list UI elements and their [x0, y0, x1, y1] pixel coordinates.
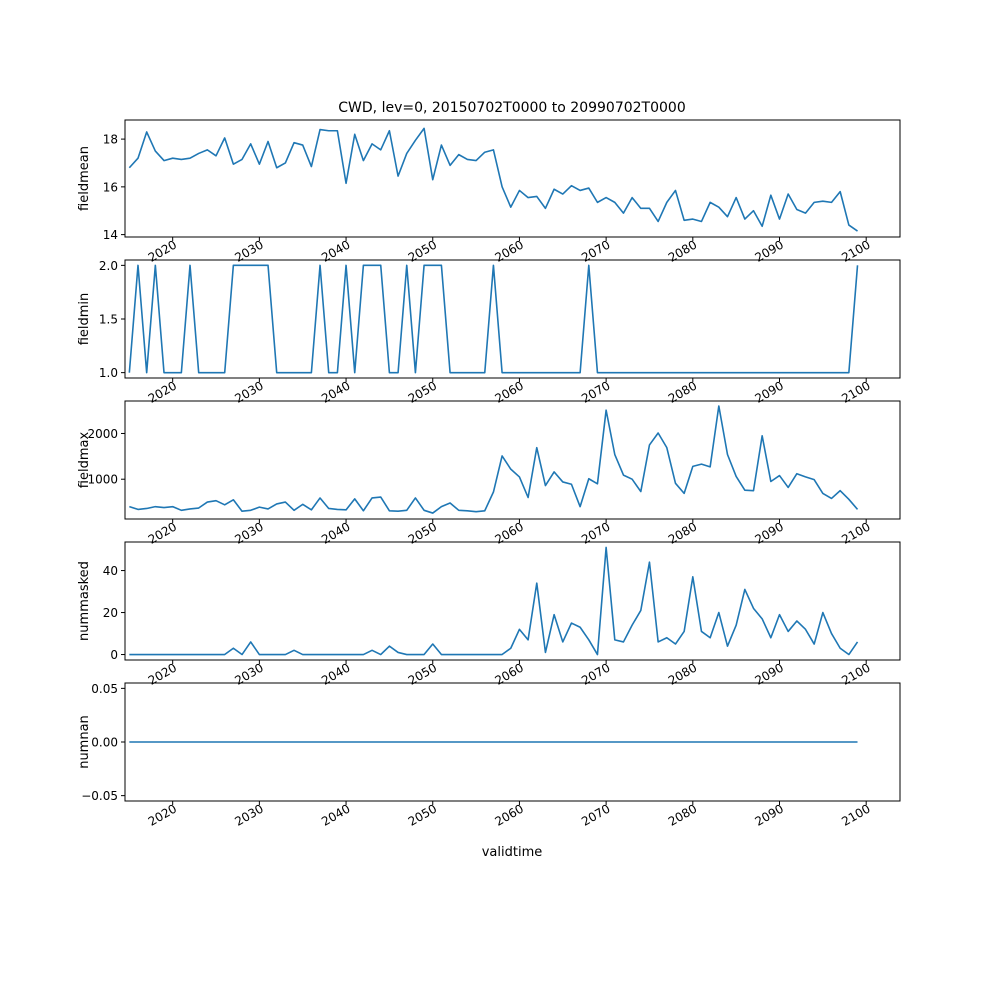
y-tick-label: 2.0	[99, 259, 118, 273]
x-axis-label: validtime	[482, 845, 543, 860]
y-tick-label: 0.00	[91, 736, 118, 750]
y-tick-label: 18	[103, 133, 118, 147]
axes-frame	[124, 119, 901, 238]
y-tick-label: 40	[103, 564, 118, 578]
series-line-fieldmax	[129, 405, 859, 514]
series-line-fieldmean	[128, 127, 858, 232]
y-tick-label: 14	[103, 228, 118, 242]
axes-frame	[124, 400, 901, 520]
y-tick-label: 0.05	[91, 682, 118, 696]
y-tick-label: 1.5	[99, 313, 118, 327]
y-tick-label: 20	[103, 606, 118, 620]
y-axis-label: fieldmin	[77, 293, 92, 346]
chart-title: CWD, lev=0, 20150702T0000 to 20990702T00…	[338, 100, 685, 116]
y-tick-label: 1.0	[99, 366, 118, 380]
y-tick-label: −0.05	[81, 789, 118, 803]
y-tick-label: 16	[103, 180, 118, 194]
y-tick-label: 2000	[87, 427, 118, 441]
y-tick-label: 0	[110, 648, 118, 662]
axes-frame	[124, 541, 901, 661]
y-axis-label: nummasked	[77, 561, 92, 641]
series-line-nummasked	[129, 546, 859, 656]
y-axis-label: fieldmax	[77, 432, 92, 489]
y-axis-label: numnan	[77, 715, 92, 769]
y-axis-label: fieldmean	[77, 146, 92, 211]
series-line-fieldmin	[128, 264, 859, 374]
y-tick-label: 1000	[87, 473, 118, 487]
